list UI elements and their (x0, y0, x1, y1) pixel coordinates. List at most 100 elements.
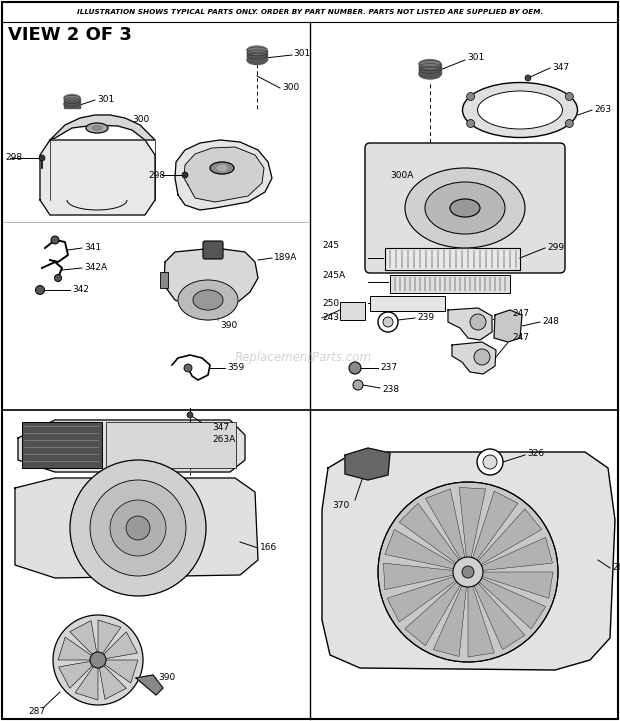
Text: 263: 263 (594, 105, 611, 115)
Polygon shape (405, 580, 462, 645)
Polygon shape (479, 537, 552, 571)
Circle shape (90, 652, 106, 668)
Text: 298: 298 (148, 170, 165, 180)
Text: 247: 247 (512, 334, 529, 342)
Polygon shape (387, 575, 458, 622)
Ellipse shape (463, 82, 577, 138)
Ellipse shape (247, 46, 267, 54)
Polygon shape (50, 115, 155, 140)
Text: 342A: 342A (84, 262, 107, 272)
Text: 341: 341 (84, 242, 101, 252)
Bar (160, 272, 168, 288)
Ellipse shape (247, 56, 267, 64)
Text: 300: 300 (282, 84, 299, 92)
Text: 260: 260 (612, 564, 620, 572)
Text: 390: 390 (158, 673, 175, 681)
Ellipse shape (419, 60, 441, 68)
Polygon shape (40, 140, 155, 215)
Bar (64, 98, 80, 108)
Polygon shape (98, 620, 121, 653)
Bar (390, 275, 510, 293)
Text: 300A: 300A (390, 170, 414, 180)
Circle shape (35, 286, 45, 294)
Circle shape (90, 480, 186, 576)
Circle shape (53, 615, 143, 705)
Text: 189A: 189A (274, 252, 298, 262)
Text: 347: 347 (212, 423, 229, 431)
Bar (247, 50, 267, 60)
Bar (340, 302, 365, 320)
Polygon shape (452, 342, 496, 374)
Bar (419, 64, 441, 74)
Circle shape (182, 172, 188, 178)
Ellipse shape (210, 162, 234, 174)
Circle shape (565, 92, 574, 100)
Circle shape (353, 380, 363, 390)
Text: VIEW 2 OF 3: VIEW 2 OF 3 (8, 26, 132, 44)
Circle shape (453, 557, 483, 587)
Circle shape (462, 566, 474, 578)
Circle shape (483, 455, 497, 469)
Text: 300: 300 (132, 115, 149, 125)
Bar (106, 422, 236, 468)
Text: 342: 342 (72, 286, 89, 294)
Polygon shape (184, 147, 264, 202)
Polygon shape (476, 509, 542, 566)
Text: 390: 390 (220, 321, 237, 329)
Circle shape (70, 460, 206, 596)
Polygon shape (75, 666, 98, 700)
Text: 301: 301 (467, 53, 484, 63)
FancyBboxPatch shape (365, 143, 565, 273)
Polygon shape (18, 420, 245, 472)
Circle shape (110, 500, 166, 556)
Polygon shape (473, 581, 525, 650)
Circle shape (383, 317, 393, 327)
Polygon shape (494, 310, 522, 342)
Circle shape (187, 412, 193, 418)
Polygon shape (345, 448, 390, 480)
Bar (22, 422, 102, 468)
Text: 301: 301 (97, 94, 114, 104)
Text: 287: 287 (28, 707, 45, 717)
Ellipse shape (477, 91, 562, 129)
Polygon shape (468, 583, 494, 657)
Polygon shape (448, 308, 492, 340)
Text: 248: 248 (542, 317, 559, 325)
Ellipse shape (450, 199, 480, 217)
Ellipse shape (178, 280, 238, 320)
Ellipse shape (425, 182, 505, 234)
Text: ReplacementParts.com: ReplacementParts.com (235, 352, 372, 365)
Text: 359: 359 (227, 363, 244, 373)
Circle shape (565, 120, 574, 128)
Circle shape (470, 314, 486, 330)
Text: 237: 237 (380, 363, 397, 371)
Polygon shape (104, 632, 138, 658)
Polygon shape (459, 487, 485, 560)
Polygon shape (175, 140, 272, 210)
Circle shape (39, 155, 45, 161)
Polygon shape (15, 478, 258, 578)
Text: 250: 250 (322, 298, 339, 307)
Text: 238: 238 (382, 386, 399, 394)
Text: 247: 247 (512, 309, 529, 319)
Text: 166: 166 (260, 544, 277, 552)
Text: 263A: 263A (212, 435, 235, 445)
Polygon shape (136, 675, 163, 695)
Circle shape (525, 75, 531, 81)
Polygon shape (105, 660, 138, 683)
Polygon shape (322, 452, 615, 670)
Polygon shape (58, 637, 91, 660)
Polygon shape (472, 491, 518, 562)
Circle shape (55, 275, 61, 281)
Circle shape (349, 362, 361, 374)
Circle shape (467, 120, 475, 128)
Polygon shape (433, 583, 467, 657)
Polygon shape (59, 661, 92, 689)
Polygon shape (399, 503, 461, 565)
Polygon shape (425, 489, 466, 562)
Circle shape (378, 312, 398, 332)
Circle shape (378, 482, 558, 662)
Ellipse shape (419, 69, 441, 79)
Circle shape (467, 92, 475, 100)
Ellipse shape (405, 168, 525, 248)
